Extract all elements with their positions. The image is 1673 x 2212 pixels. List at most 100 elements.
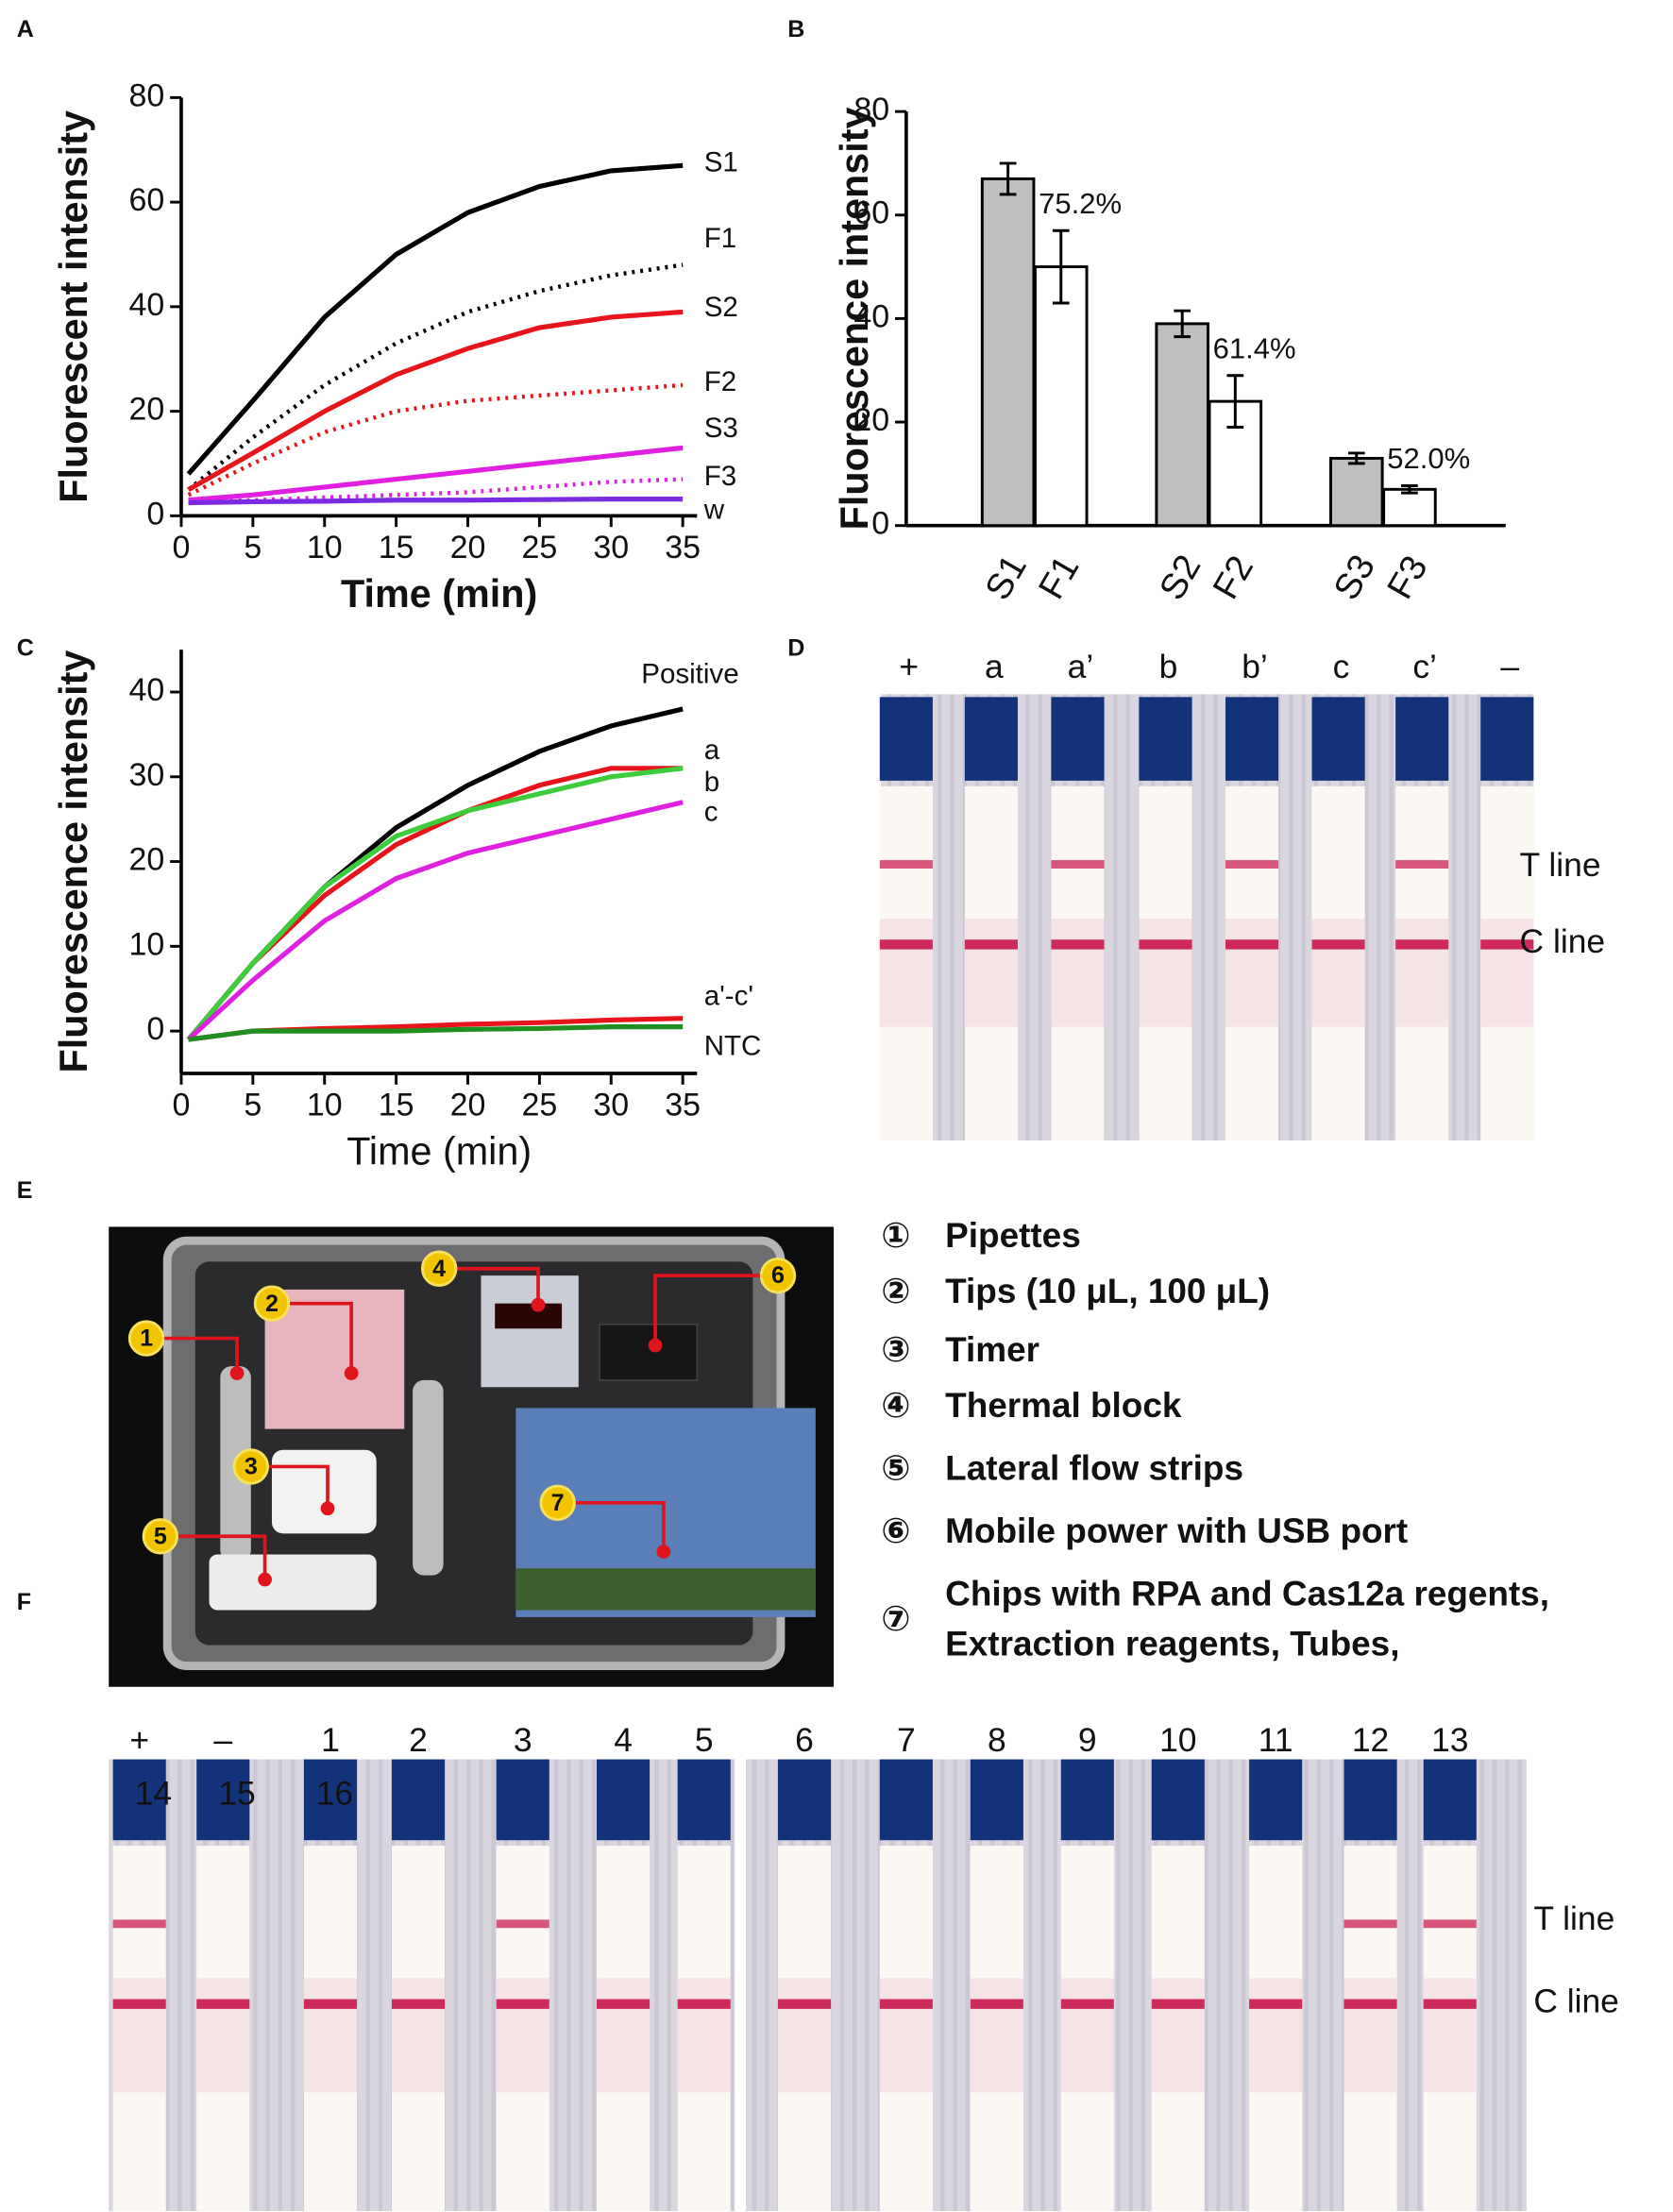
strip-cap — [303, 1759, 358, 1841]
t-band — [1051, 860, 1105, 869]
c-band — [1249, 1999, 1303, 2009]
strip-cap — [964, 697, 1018, 781]
target — [258, 1572, 272, 1587]
item-marker: ② — [881, 1272, 910, 1310]
series-label: F3 — [704, 461, 736, 492]
target — [656, 1545, 671, 1559]
t-band — [1395, 860, 1449, 869]
y-tick-label: 40 — [853, 298, 889, 334]
error-bar — [1401, 484, 1418, 495]
strip-cap — [677, 1759, 731, 1841]
series-label: a — [704, 735, 720, 766]
t-band — [496, 1919, 549, 1929]
series-label: b — [704, 767, 719, 798]
x-tick-label: S3 — [1326, 549, 1383, 607]
strip-cap — [1343, 1759, 1397, 1841]
series-line — [186, 162, 684, 476]
series-line — [186, 766, 684, 1041]
y-axis-label: Fluorescence intensity — [833, 107, 876, 530]
strip-cap — [112, 1759, 166, 1841]
lane-label: 9 — [1078, 1721, 1097, 1759]
panel-label: E — [17, 1177, 33, 1204]
callout — [420, 1250, 458, 1287]
t-band — [1225, 860, 1279, 869]
c-band — [112, 1999, 166, 2009]
c-band — [597, 1999, 651, 2009]
series-line — [188, 497, 684, 506]
lane-label: 11 — [1259, 1721, 1293, 1759]
lane-label: 13 — [1431, 1721, 1468, 1759]
c-band — [777, 1999, 832, 2009]
series-label: S1 — [704, 147, 738, 178]
x-tick-label: 0 — [173, 1087, 191, 1123]
strip-cap — [1051, 697, 1105, 781]
strip-pad — [777, 1978, 832, 2093]
strip-pad — [677, 1978, 731, 2093]
lane-label: c — [1333, 648, 1350, 685]
c-band — [970, 1999, 1023, 2009]
series-line — [188, 1024, 684, 1042]
y-axis-label: Fluorescence intensity — [52, 650, 95, 1073]
strip-pad — [496, 1978, 549, 2093]
x-axis-label: Time (min) — [341, 572, 537, 616]
strip-pad — [112, 1978, 166, 2093]
leader — [162, 1336, 239, 1374]
x-tick-label: F1 — [1031, 549, 1088, 605]
strip-cap — [1395, 697, 1449, 781]
item-text: Extraction reagents, Tubes, — [945, 1625, 1399, 1663]
series-label: w — [703, 495, 725, 526]
c-band — [964, 939, 1018, 950]
lane-label: 1 — [321, 1721, 340, 1759]
callout-number: 1 — [140, 1326, 153, 1352]
y-tick-label: 80 — [853, 92, 889, 127]
error-bar — [1174, 309, 1191, 339]
callout — [127, 1320, 165, 1357]
series-line — [187, 262, 684, 492]
c-line-label: C line — [1520, 922, 1606, 960]
c-band — [303, 1999, 358, 2009]
c-band — [1311, 939, 1365, 950]
t-band — [1423, 1919, 1477, 1929]
x-tick-label: 10 — [307, 530, 343, 566]
series-label: S3 — [704, 413, 738, 444]
item-text: Tips (10 μL, 100 μL) — [945, 1272, 1270, 1310]
strip-pad — [970, 1978, 1023, 2093]
c-band — [677, 1999, 731, 2009]
strip-cap — [970, 1759, 1023, 1841]
callout — [232, 1448, 270, 1485]
series-line — [186, 706, 684, 1041]
target — [229, 1366, 245, 1380]
strip-pad — [303, 1978, 358, 2093]
strip-cap — [1225, 697, 1279, 781]
strip-cap — [1311, 697, 1365, 781]
y-tick-label: 30 — [128, 757, 164, 793]
lane-label: 10 — [1159, 1721, 1196, 1759]
strip-cap — [1139, 697, 1192, 781]
lane-label: c’ — [1412, 648, 1437, 685]
strip-cap — [1480, 697, 1534, 781]
callout — [759, 1257, 797, 1294]
item-text: Timer — [945, 1330, 1039, 1369]
strip-cap — [391, 1759, 446, 1841]
series-line — [186, 800, 684, 1042]
y-tick-label: 0 — [146, 1011, 164, 1047]
annotation: 75.2% — [1039, 187, 1122, 220]
panel-label: C — [17, 635, 34, 662]
leader — [267, 1464, 330, 1509]
strip-cap — [1423, 1759, 1477, 1841]
leader — [288, 1301, 353, 1374]
x-tick-label: 5 — [244, 530, 262, 566]
lane-label: 5 — [695, 1721, 714, 1759]
bar — [1155, 322, 1210, 528]
series-line — [187, 309, 684, 492]
item-text: Pipettes — [945, 1216, 1081, 1255]
leader — [574, 1500, 666, 1552]
callout — [142, 1518, 179, 1555]
c-band — [1060, 1999, 1114, 2009]
lane-label: a — [985, 648, 1004, 685]
strip-cap — [496, 1759, 549, 1841]
lane-label: – — [213, 1721, 232, 1759]
c-band — [1343, 1999, 1397, 2009]
lane-label: a’ — [1068, 648, 1094, 685]
